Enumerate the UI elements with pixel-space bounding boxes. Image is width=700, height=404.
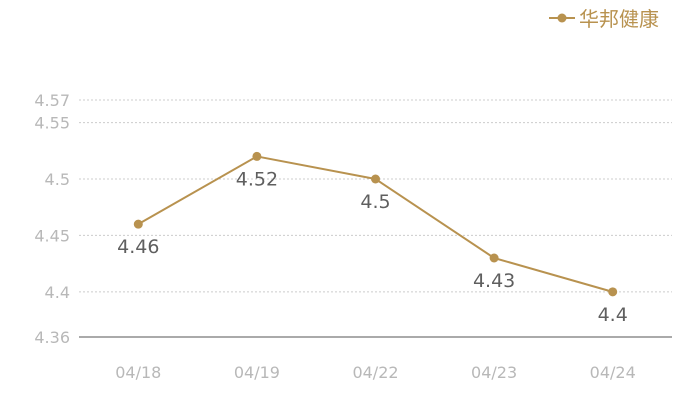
data-point (371, 174, 380, 184)
y-tick-label: 4.45 (34, 226, 70, 245)
data-point (608, 287, 618, 297)
legend: 华邦健康 (549, 7, 659, 31)
y-tick-label: 4.55 (34, 114, 70, 133)
y-tick-label: 4.5 (45, 170, 70, 189)
x-tick-label: 04/24 (590, 363, 636, 382)
data-point (252, 151, 262, 161)
y-tick-label: 4.36 (34, 328, 70, 347)
data-label: 4.52 (236, 168, 278, 190)
series-layer (133, 151, 618, 297)
data-label: 4.46 (117, 236, 159, 258)
data-label: 4.4 (598, 304, 628, 326)
axes: 4.36 4.4 4.45 4.5 4.55 4.57 04/18 04/19 04/22 04/… (34, 91, 672, 382)
x-tick-label: 04/22 (352, 363, 398, 382)
x-tick-label: 04/23 (471, 363, 517, 382)
y-tick-label: 4.4 (45, 283, 70, 302)
data-point (133, 219, 143, 229)
data-label: 4.5 (360, 191, 390, 213)
legend-label: 华邦健康 (579, 7, 659, 31)
data-label: 4.43 (473, 270, 515, 292)
y-tick-label: 4.57 (34, 91, 70, 110)
legend-marker-icon (557, 13, 567, 23)
x-tick-label: 04/19 (234, 363, 280, 382)
data-labels: 4.46 4.52 4.5 4.43 4.4 (117, 168, 628, 325)
data-point (489, 253, 499, 263)
x-tick-label: 04/18 (115, 363, 161, 382)
